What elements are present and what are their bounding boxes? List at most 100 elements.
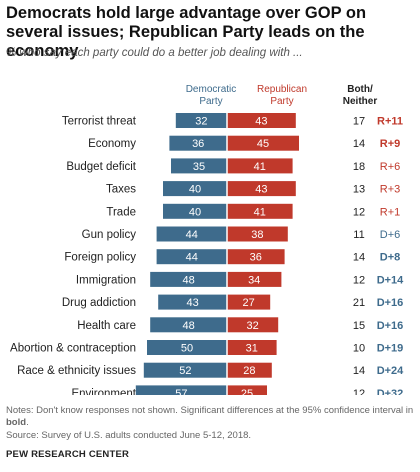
both-header-line1: Both/: [347, 84, 373, 95]
both-neither-value: 13: [353, 184, 365, 196]
difference-value: D+24: [377, 365, 404, 377]
notes-text: Notes: Don't know responses not shown. S…: [6, 405, 414, 428]
difference-value: D+14: [377, 274, 404, 286]
republican-value-label: 25: [241, 388, 253, 395]
democratic-bar: [169, 135, 227, 151]
bold-keyword: bold: [6, 417, 27, 428]
democratic-value-label: 48: [182, 274, 194, 286]
both-header-line2: Neither: [342, 96, 378, 107]
category-label: Budget deficit: [66, 161, 136, 173]
republican-bar: [227, 203, 293, 219]
chart-subtitle: % who say each party could do a better j…: [6, 47, 303, 59]
republican-bar: [227, 340, 277, 355]
republican-bar: [227, 226, 288, 242]
both-neither-value: 11: [353, 229, 364, 241]
republican-value-label: 31: [246, 343, 258, 355]
category-label: Trade: [106, 206, 136, 218]
democratic-value-label: 35: [193, 161, 205, 173]
democratic-bar: [143, 362, 227, 378]
republican-value-label: 36: [250, 252, 262, 264]
difference-value: D+32: [377, 388, 404, 395]
chart-title: Democrats hold large advantage over GOP …: [6, 4, 367, 60]
republican-bar: [227, 385, 267, 395]
republican-value-label: 41: [254, 161, 266, 173]
democratic-bar: [150, 271, 227, 287]
difference-value: R+3: [380, 184, 401, 196]
republican-value-label: 43: [255, 184, 267, 196]
category-label: Terrorist threat: [62, 116, 137, 128]
both-neither-value: 17: [353, 116, 365, 128]
category-label: Race & ethnicity issues: [17, 365, 136, 377]
category-label: Environment: [71, 388, 136, 395]
difference-value: D+19: [377, 343, 404, 355]
organization-credit: PEW RESEARCH CENTER: [6, 449, 130, 460]
democratic-value-label: 50: [181, 343, 193, 355]
chart-source: Source: Survey of U.S. adults conducted …: [6, 430, 252, 441]
republican-bar: [227, 158, 293, 174]
democratic-value-label: 36: [192, 138, 204, 150]
democratic-value-label: 40: [189, 206, 201, 218]
democratic-bar: [147, 340, 227, 355]
difference-value: D+6: [380, 229, 401, 241]
both-neither-value: 14: [353, 365, 365, 377]
republican-value-label: 38: [251, 229, 263, 241]
both-neither-column-header: Both/ Neither: [340, 84, 380, 108]
republican-value-label: 45: [257, 138, 269, 150]
democratic-bar: [171, 158, 227, 174]
category-label: Health care: [77, 320, 136, 332]
republican-value-label: 41: [254, 206, 266, 218]
democratic-header-line1: Democratic: [185, 84, 237, 95]
republican-bar: [227, 317, 279, 333]
republican-bar: [227, 181, 296, 197]
both-neither-value: 12: [353, 274, 365, 286]
category-label: Immigration: [76, 274, 136, 286]
category-label: Abortion & contraception: [10, 343, 136, 355]
diverging-bar-chart: Terrorist threat 32 43 17 R+11 Economy 36 45 14 R…: [10, 110, 404, 395]
democratic-value-label: 43: [186, 297, 198, 309]
category-label: Taxes: [106, 184, 136, 196]
democratic-value-label: 40: [189, 184, 201, 196]
difference-value: D+16: [377, 297, 404, 309]
both-neither-value: 21: [353, 297, 365, 309]
democratic-value-label: 52: [179, 365, 191, 377]
democratic-bar: [150, 317, 227, 333]
democratic-value-label: 44: [186, 229, 198, 241]
republican-bar: [227, 135, 299, 151]
category-label: Drug addiction: [62, 297, 136, 309]
democratic-value-label: 57: [175, 388, 187, 395]
difference-value: D+16: [377, 320, 404, 332]
both-neither-value: 14: [353, 138, 365, 150]
republican-header-line2: Party: [270, 96, 294, 107]
difference-value: D+8: [380, 252, 401, 264]
both-neither-value: 10: [353, 343, 365, 355]
democratic-value-label: 32: [195, 116, 207, 128]
difference-value: R+1: [380, 206, 401, 218]
chart-notes: Notes: Don't know responses not shown. S…: [6, 405, 416, 429]
republican-bar: [227, 249, 285, 265]
both-neither-value: 15: [353, 320, 365, 332]
difference-value: R+11: [377, 116, 403, 128]
both-neither-value: 12: [353, 206, 365, 218]
republican-bar: [227, 271, 282, 287]
both-neither-value: 12: [353, 388, 365, 395]
republican-value-label: 28: [243, 365, 255, 377]
difference-value: R+9: [380, 138, 401, 150]
both-neither-value: 14: [353, 252, 365, 264]
republican-bar: [227, 362, 272, 378]
democratic-bar: [175, 113, 227, 128]
category-label: Foreign policy: [64, 252, 136, 264]
republican-column-header: Republican Party: [254, 84, 310, 108]
republican-value-label: 27: [242, 297, 254, 309]
republican-header-line1: Republican: [256, 84, 308, 95]
republican-bar: [227, 113, 296, 128]
republican-value-label: 32: [246, 320, 258, 332]
democratic-column-header: Democratic Party: [183, 84, 239, 108]
democratic-bar: [156, 226, 227, 242]
democratic-bar: [156, 249, 227, 265]
republican-value-label: 34: [248, 274, 260, 286]
category-label: Gun policy: [82, 229, 137, 241]
difference-value: R+6: [380, 161, 401, 173]
democratic-bar: [158, 294, 227, 310]
democratic-value-label: 44: [186, 252, 198, 264]
both-neither-value: 18: [353, 161, 365, 173]
